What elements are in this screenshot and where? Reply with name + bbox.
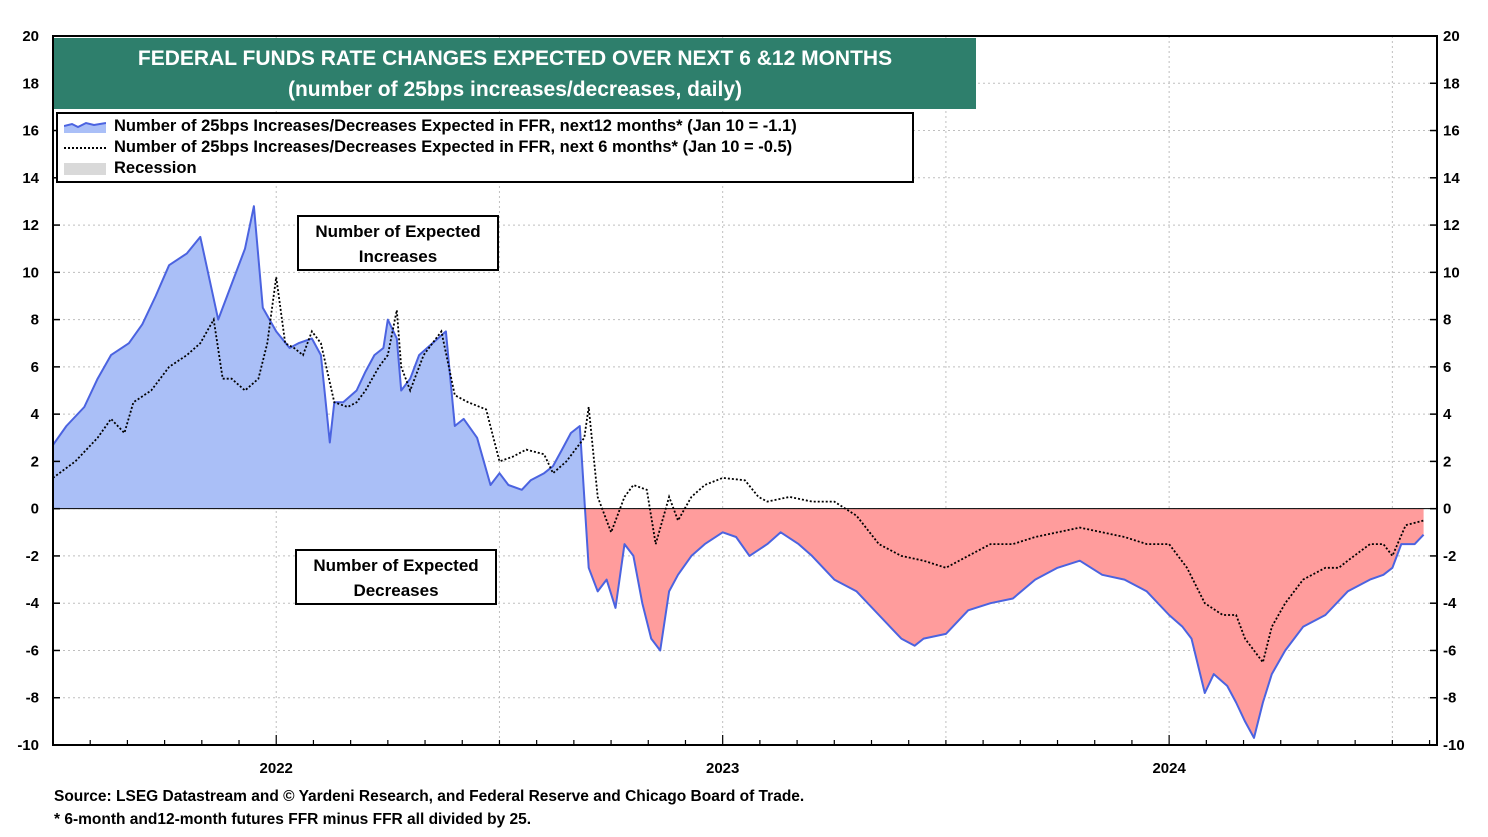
y-tick-label: 8 bbox=[1443, 312, 1451, 329]
annotation-decreases-line-1: Number of Expected bbox=[313, 556, 479, 575]
y-tick-label: 8 bbox=[31, 312, 39, 329]
y-tick-label: 10 bbox=[1443, 264, 1460, 281]
plot-frame bbox=[52, 35, 1438, 746]
source-note: Source: LSEG Datastream and © Yardeni Re… bbox=[54, 788, 805, 805]
legend-label-6-month: Number of 25bps Increases/Decreases Expe… bbox=[114, 138, 793, 156]
y-tick-label: 14 bbox=[1443, 170, 1460, 187]
annotation-increases-line-1: Number of Expected bbox=[315, 222, 481, 241]
y-tick-label: -6 bbox=[26, 642, 39, 659]
x-tick-label: 2022 bbox=[260, 760, 293, 777]
y-tick-label: 0 bbox=[31, 501, 39, 518]
legend: Number of 25bps Increases/Decreases Expe… bbox=[56, 112, 914, 183]
y-tick-label: -10 bbox=[1443, 737, 1465, 754]
annotation-increases: Number of Expected Increases bbox=[297, 215, 499, 271]
y-tick-label: -8 bbox=[1443, 690, 1456, 707]
legend-item-12-month: Number of 25bps Increases/Decreases Expe… bbox=[64, 116, 797, 137]
legend-label-recession: Recession bbox=[114, 159, 197, 177]
y-tick-label: -6 bbox=[1443, 642, 1456, 659]
series-line-6-month bbox=[52, 276, 1424, 665]
y-tick-label: 2 bbox=[31, 453, 39, 470]
recession-swatch-icon bbox=[64, 162, 106, 175]
y-tick-label: 20 bbox=[1443, 28, 1460, 45]
chart-subtitle: (number of 25bps increases/decreases, da… bbox=[287, 78, 743, 101]
y-tick-label: -8 bbox=[26, 690, 39, 707]
y-tick-label: 10 bbox=[22, 264, 39, 281]
y-tick-label: 6 bbox=[1443, 359, 1451, 376]
y-tick-label: -10 bbox=[17, 737, 39, 754]
y-tick-label: -4 bbox=[26, 595, 40, 612]
area-negative bbox=[53, 508, 1424, 738]
y-tick-label: 12 bbox=[22, 217, 39, 234]
footnote: * 6-month and12-month futures FFR minus … bbox=[54, 811, 532, 828]
chart-title-box: FEDERAL FUNDS RATE CHANGES EXPECTED OVER… bbox=[54, 38, 976, 109]
y-tick-label: 20 bbox=[22, 28, 39, 45]
chart-title: FEDERAL FUNDS RATE CHANGES EXPECTED OVER… bbox=[137, 47, 893, 70]
area-positive bbox=[53, 206, 585, 509]
y-tick-label: -2 bbox=[1443, 548, 1456, 565]
annotation-decreases-line-2: Decreases bbox=[353, 581, 439, 600]
legend-item-recession: Recession bbox=[64, 158, 197, 179]
y-tick-label: 6 bbox=[31, 359, 39, 376]
y-tick-label: -2 bbox=[26, 548, 39, 565]
y-tick-label: 18 bbox=[22, 75, 39, 92]
y-tick-label: 4 bbox=[31, 406, 40, 423]
annotation-decreases: Number of Expected Decreases bbox=[295, 549, 497, 605]
dotted-line-swatch-icon bbox=[64, 146, 106, 149]
x-tick-label: 2024 bbox=[1152, 760, 1186, 777]
legend-label-12-month: Number of 25bps Increases/Decreases Expe… bbox=[114, 117, 797, 135]
y-tick-label: 18 bbox=[1443, 75, 1460, 92]
y-tick-label: 0 bbox=[1443, 501, 1451, 518]
y-tick-label: 12 bbox=[1443, 217, 1460, 234]
y-tick-label: 14 bbox=[22, 170, 39, 187]
x-tick-label: 2023 bbox=[706, 760, 739, 777]
y-tick-label: 2 bbox=[1443, 453, 1451, 470]
y-tick-label: 16 bbox=[1443, 123, 1460, 140]
y-tick-label: 4 bbox=[1443, 406, 1452, 423]
series-line-12-month bbox=[52, 205, 1425, 739]
area-swatch-icon bbox=[64, 121, 106, 133]
legend-item-6-month: Number of 25bps Increases/Decreases Expe… bbox=[64, 137, 792, 158]
y-tick-label: 16 bbox=[22, 123, 39, 140]
annotation-increases-line-2: Increases bbox=[358, 247, 438, 266]
y-tick-label: -4 bbox=[1443, 595, 1457, 612]
x-axis: 2022 2023 2024 bbox=[52, 735, 1431, 777]
